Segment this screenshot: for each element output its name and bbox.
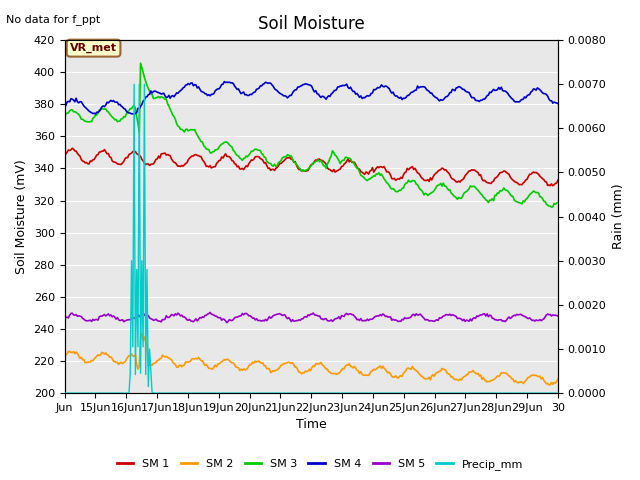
X-axis label: Time: Time: [296, 419, 326, 432]
Title: Soil Moisture: Soil Moisture: [258, 15, 365, 33]
Legend: SM 1, SM 2, SM 3, SM 4, SM 5, Precip_mm: SM 1, SM 2, SM 3, SM 4, SM 5, Precip_mm: [112, 455, 528, 474]
Y-axis label: Rain (mm): Rain (mm): [612, 184, 625, 250]
Text: No data for f_ppt: No data for f_ppt: [6, 14, 100, 25]
Y-axis label: Soil Moisture (mV): Soil Moisture (mV): [15, 159, 28, 274]
Text: VR_met: VR_met: [70, 43, 117, 53]
